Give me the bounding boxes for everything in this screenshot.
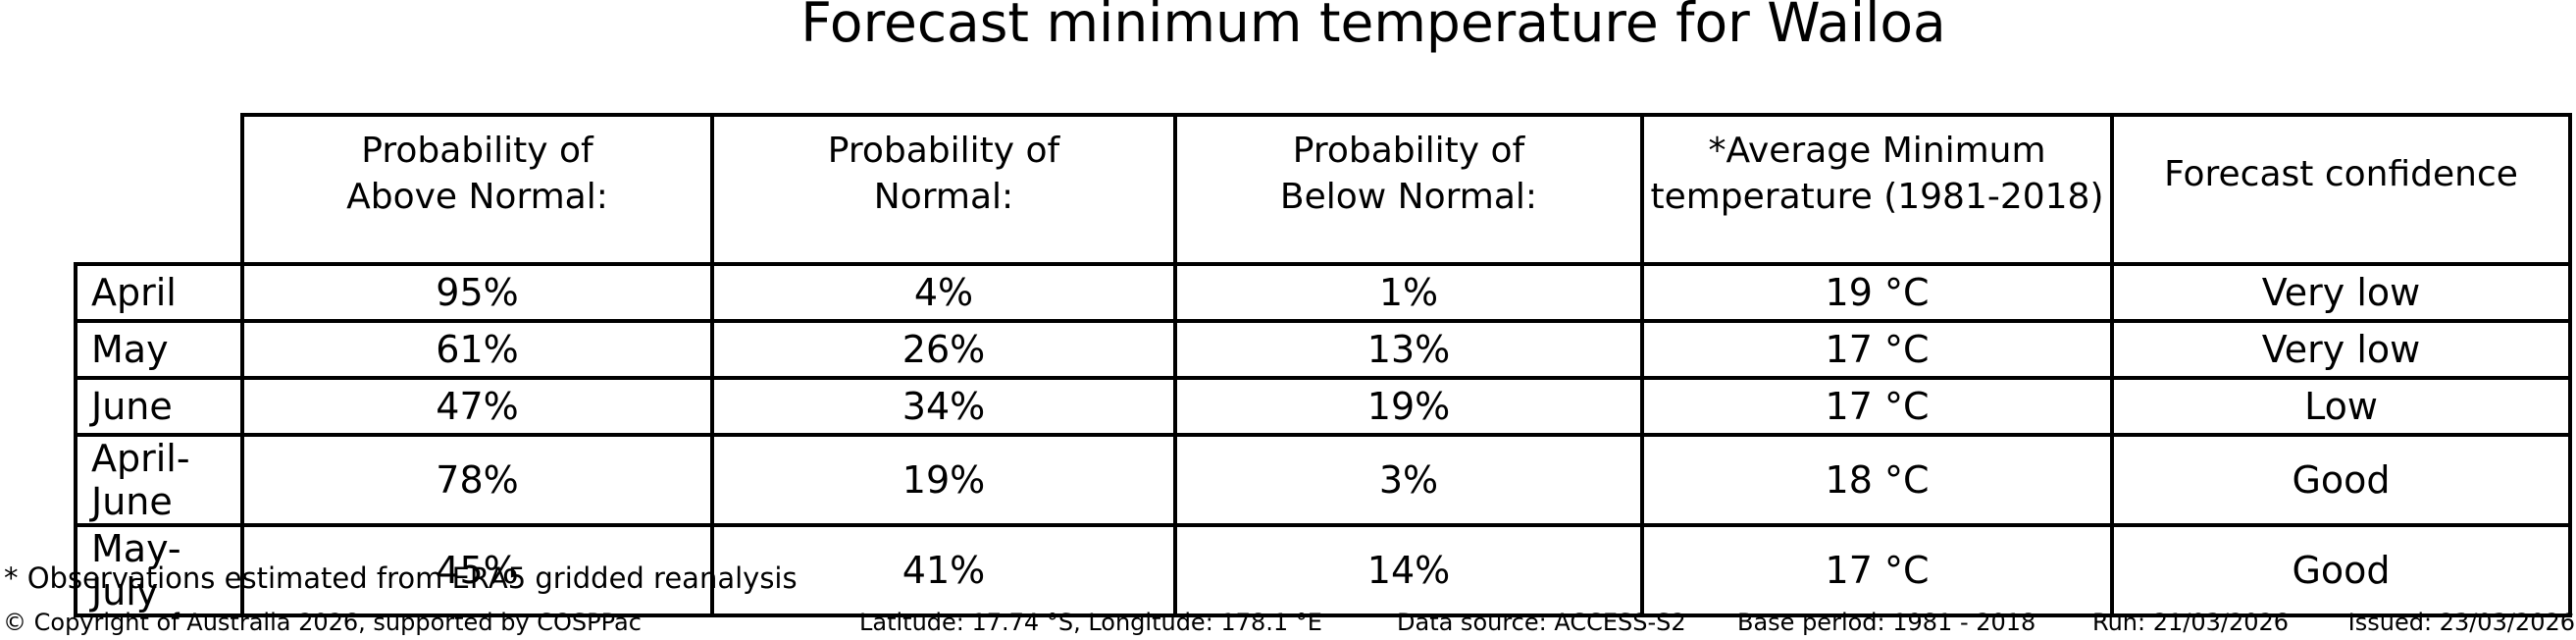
cell-april-june-avg-temp: 18 °C bbox=[1640, 433, 2114, 527]
cell-april-june-normal: 19% bbox=[710, 433, 1177, 527]
cell-may-below: 13% bbox=[1173, 319, 1644, 380]
row-label-april-june: April-June bbox=[74, 433, 244, 527]
cell-may-above: 61% bbox=[240, 319, 714, 380]
cell-may-july-normal: 41% bbox=[710, 523, 1177, 617]
base-period-text: Base period: 1981 - 2018 bbox=[1737, 609, 2036, 636]
data-source-text: Data source: ACCESS-S2 bbox=[1397, 609, 1686, 636]
cell-may-july-below: 14% bbox=[1173, 523, 1644, 617]
cell-june-avg-temp: 17 °C bbox=[1640, 376, 2114, 437]
cell-april-june-above: 78% bbox=[240, 433, 714, 527]
cell-may-july-confidence: Good bbox=[2110, 523, 2572, 617]
table-row-june: June 47% 34% 19% 17 °C Low bbox=[74, 376, 2572, 437]
forecast-table: Probability of Above Normal: Probability… bbox=[74, 113, 2572, 617]
col-header-average-minimum-temperature: *Average Minimum temperature (1981-2018) bbox=[1640, 113, 2114, 266]
row-label-may-july: May-July bbox=[74, 523, 244, 617]
table-row-may-july: May-July 45% 41% 14% 17 °C Good bbox=[74, 523, 2572, 617]
row-label-april: April bbox=[74, 262, 244, 323]
location-text: Latitude: 17.74 °S, Longitude: 178.1 °E bbox=[859, 609, 1322, 636]
corner-cell bbox=[76, 115, 244, 266]
table-row-april: April 95% 4% 1% 19 °C Very low bbox=[74, 262, 2572, 323]
cell-june-below: 19% bbox=[1173, 376, 1644, 437]
table-row-april-june: April-June 78% 19% 3% 18 °C Good bbox=[74, 433, 2572, 527]
cell-april-june-confidence: Good bbox=[2110, 433, 2572, 527]
cell-april-june-below: 3% bbox=[1173, 433, 1644, 527]
cell-may-july-above: 45% bbox=[240, 523, 714, 617]
cell-april-below: 1% bbox=[1173, 262, 1644, 323]
cell-april-above: 95% bbox=[240, 262, 714, 323]
footnote: * Observations estimated from ERA5 gridd… bbox=[4, 561, 798, 595]
cell-june-normal: 34% bbox=[710, 376, 1177, 437]
cell-may-july-avg-temp: 17 °C bbox=[1640, 523, 2114, 617]
cell-may-normal: 26% bbox=[710, 319, 1177, 380]
header-row: Probability of Above Normal: Probability… bbox=[76, 113, 2572, 266]
cell-june-confidence: Low bbox=[2110, 376, 2572, 437]
table-row-may: May 61% 26% 13% 17 °C Very low bbox=[74, 319, 2572, 380]
col-header-forecast-confidence: Forecast confidence bbox=[2110, 113, 2572, 266]
col-header-normal: Probability of Normal: bbox=[710, 113, 1177, 266]
issued-date-text: Issued: 23/03/2026 bbox=[2347, 609, 2575, 636]
copyright-text: © Copyright of Australia 2026, supported… bbox=[3, 609, 642, 636]
col-header-below-normal: Probability of Below Normal: bbox=[1173, 113, 1644, 266]
cell-april-avg-temp: 19 °C bbox=[1640, 262, 2114, 323]
cell-may-avg-temp: 17 °C bbox=[1640, 319, 2114, 380]
cell-june-above: 47% bbox=[240, 376, 714, 437]
page-title: Forecast minimum temperature for Wailoa bbox=[800, 0, 1946, 54]
row-label-may: May bbox=[74, 319, 244, 380]
cell-april-confidence: Very low bbox=[2110, 262, 2572, 323]
cell-may-confidence: Very low bbox=[2110, 319, 2572, 380]
col-header-above-normal: Probability of Above Normal: bbox=[240, 113, 714, 266]
row-label-june: June bbox=[74, 376, 244, 437]
cell-april-normal: 4% bbox=[710, 262, 1177, 323]
run-date-text: Run: 21/03/2026 bbox=[2092, 609, 2290, 636]
